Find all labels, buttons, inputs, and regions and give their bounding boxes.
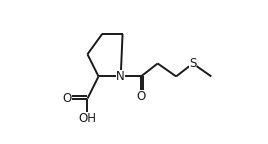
Text: N: N (116, 70, 125, 83)
Text: OH: OH (79, 112, 96, 125)
Text: O: O (62, 92, 72, 105)
Text: S: S (189, 57, 196, 70)
Text: O: O (136, 90, 146, 103)
